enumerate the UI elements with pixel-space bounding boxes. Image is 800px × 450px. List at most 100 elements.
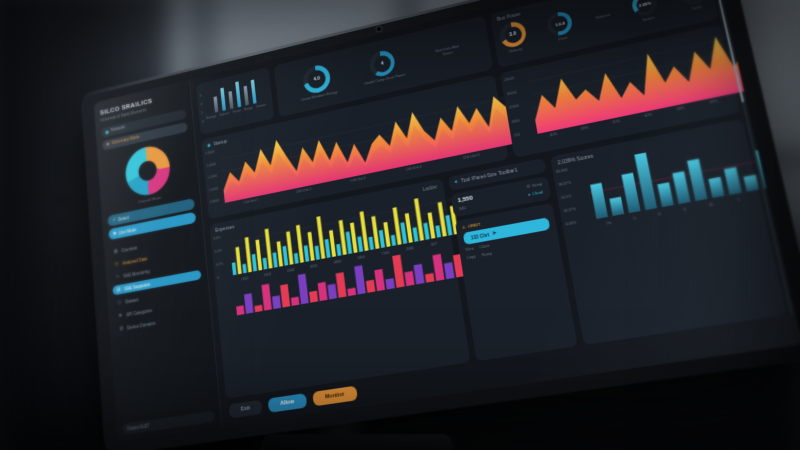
startup-y-axis: 1,6000 1,4000 1,2000 1,0000 0,8000 (205, 149, 220, 205)
toolbar-row: ✦ Tool /Panel-Size Toolbar1 (453, 163, 541, 186)
center-column: ✦ Tool /Panel-Size Toolbar1 1,550 540 (448, 158, 578, 362)
bar (220, 87, 226, 111)
sessions-bars (201, 73, 267, 116)
right-gauge-title: Bus Power (496, 11, 522, 23)
file-icon: ▢ (117, 299, 122, 306)
gauge-value: 1.0.0 (554, 20, 566, 27)
gauge-label: Switch (641, 15, 655, 22)
gauge-ring: 4 (368, 48, 397, 79)
gauge-switch[interactable]: 2.85% Switch (630, 0, 661, 24)
detect-label: Detect (118, 214, 130, 222)
nav-label: Device Domains (127, 320, 156, 331)
gauge-citadel[interactable]: 4 Citadel Comp Drive Power (360, 47, 406, 87)
gauge-ring: 1.0.0 (545, 9, 575, 38)
play-icon: ▶ (113, 230, 117, 236)
server-icon: ▥ (119, 325, 124, 332)
donut-chart (123, 142, 172, 200)
warning-icon: ⚠ (461, 224, 467, 230)
gauge-label: Velocity (508, 47, 523, 54)
nav-label: Analysed Data (122, 256, 148, 266)
clock-icon: ◷ (114, 261, 119, 268)
exit-button[interactable]: Exit (228, 399, 263, 419)
alert-card[interactable]: ⚠ ORBIT 133 Chrt ➤ View Close (454, 202, 578, 362)
alert-link-view[interactable]: View (465, 246, 474, 252)
bar (213, 96, 219, 113)
alert-link-copy[interactable]: Copy (466, 254, 476, 260)
gauge-ring: 4.0 (301, 62, 332, 96)
wrench-icon: ✦ (453, 179, 459, 186)
sidebar-chip-label: Network (110, 125, 126, 134)
nav-label: SAE Monitoring (123, 268, 150, 279)
scores-card[interactable]: 2,039% Scores 80,800 38.87% 24.5% 18.37%… (550, 118, 787, 346)
gauge-value: 2.85% (638, 0, 652, 8)
dot-icon (105, 129, 109, 134)
flame-icon: ◆ (106, 142, 110, 148)
gauge-ring: 0.88% (678, 0, 709, 7)
option-cloud[interactable]: ● Cloud (527, 190, 543, 198)
nav-label: Dataset (125, 296, 139, 304)
right-area-card[interactable]: 26000 30000 22000 4000 510 (500, 24, 753, 158)
scrollbar-thumb[interactable] (715, 0, 745, 103)
right-gauge-card: Bus Power 3.0 Velocity (489, 0, 720, 68)
front-camera (376, 26, 382, 32)
alert-title: ORBIT (467, 221, 481, 229)
gauge-velocity[interactable]: 3.0 Velocity (497, 19, 529, 55)
gauge-value: 3.0 (508, 30, 517, 39)
gauge-label: Drive (558, 35, 568, 42)
gauge-note: Shot Data Algo Zones (434, 44, 460, 57)
alert-link-ramp[interactable]: Ramp (481, 251, 493, 258)
alert-links-row2: Copy Ramp (466, 240, 553, 260)
sidebar-footer[interactable]: Output ALET (122, 410, 215, 435)
gauge-label: Outlet (690, 4, 703, 11)
allow-button[interactable]: Allow (267, 393, 308, 413)
gauge-value: 4 (380, 60, 384, 67)
stat-card[interactable]: 1,550 540 ⚙ Setup ● (450, 175, 552, 218)
nav-label: SAE Sequence (124, 281, 151, 292)
stat-secondary: 540 (458, 204, 467, 212)
wave-icon: ∿ (115, 273, 120, 281)
option-setup[interactable]: ⚙ Setup (526, 182, 543, 190)
grid-icon: ▦ (113, 248, 118, 255)
check-icon: ✓ (112, 217, 116, 223)
bar (250, 79, 257, 104)
scores-x-axis: On 0 0 0 10. 1. (605, 197, 742, 226)
layers-icon: ◈ (118, 312, 123, 319)
alert-button-label: 133 Chrt (470, 231, 490, 241)
alert-link-close[interactable]: Close (479, 243, 490, 250)
alert-action-button[interactable]: 133 Chrt ➤ (462, 217, 551, 245)
stat-options: ⚙ Setup ● Cloud (526, 182, 544, 197)
gauge-ring: 3.0 (497, 19, 528, 50)
stat-primary: 1,550 (457, 195, 474, 205)
tablet-stand-base (258, 434, 456, 450)
scores-y-axis: 80,800 38.87% 24.5% 18.37% 8.68% (555, 167, 577, 227)
nav-label: API Categories (126, 307, 153, 317)
bar (243, 85, 249, 106)
toolbar-card[interactable]: ✦ Tool /Panel-Size Toolbar1 (448, 158, 547, 191)
live-mode-label: Live Mode (118, 226, 137, 235)
sidebar-chip-label: Schemata Mode (111, 135, 140, 147)
chart-icon: ▤ (116, 286, 121, 293)
channel-share-donut[interactable]: Channel Share (103, 138, 193, 211)
toolbar-label: Tool /Panel-Size Toolbar1 (460, 167, 519, 185)
bar (228, 91, 234, 110)
expenses-card[interactable]: Expenses Ladder 0,6% 0,4% 0,2% 0 (209, 178, 471, 399)
alert-links-row1: View Close (465, 233, 552, 253)
donut-caption: Channel Share (137, 194, 162, 205)
right-area-x-axis: 40% 09% 20% 40% 68% 89% (549, 99, 719, 138)
gauge-citrem[interactable]: 4.0 Citrem Windows Energy (297, 61, 337, 102)
stat-values: 1,550 540 (457, 196, 474, 212)
right-area-y-axis: 26000 30000 22000 4000 510 (504, 76, 521, 138)
bar (235, 81, 242, 108)
cloud-icon: ● (527, 192, 531, 198)
scores-title: 2,039% Scores (557, 153, 594, 167)
gauge-drive[interactable]: 1.0.0 Drive (545, 9, 576, 43)
gauge-ring: 2.85% (630, 0, 660, 18)
monitor-button[interactable]: Monitor (312, 385, 358, 407)
pulse-icon: ◉ (206, 142, 212, 149)
scores-bars-svg (584, 148, 777, 220)
gauge-outlet[interactable]: 0.88% Outlet (678, 0, 710, 13)
expenses-legend: Ladder (422, 184, 439, 194)
